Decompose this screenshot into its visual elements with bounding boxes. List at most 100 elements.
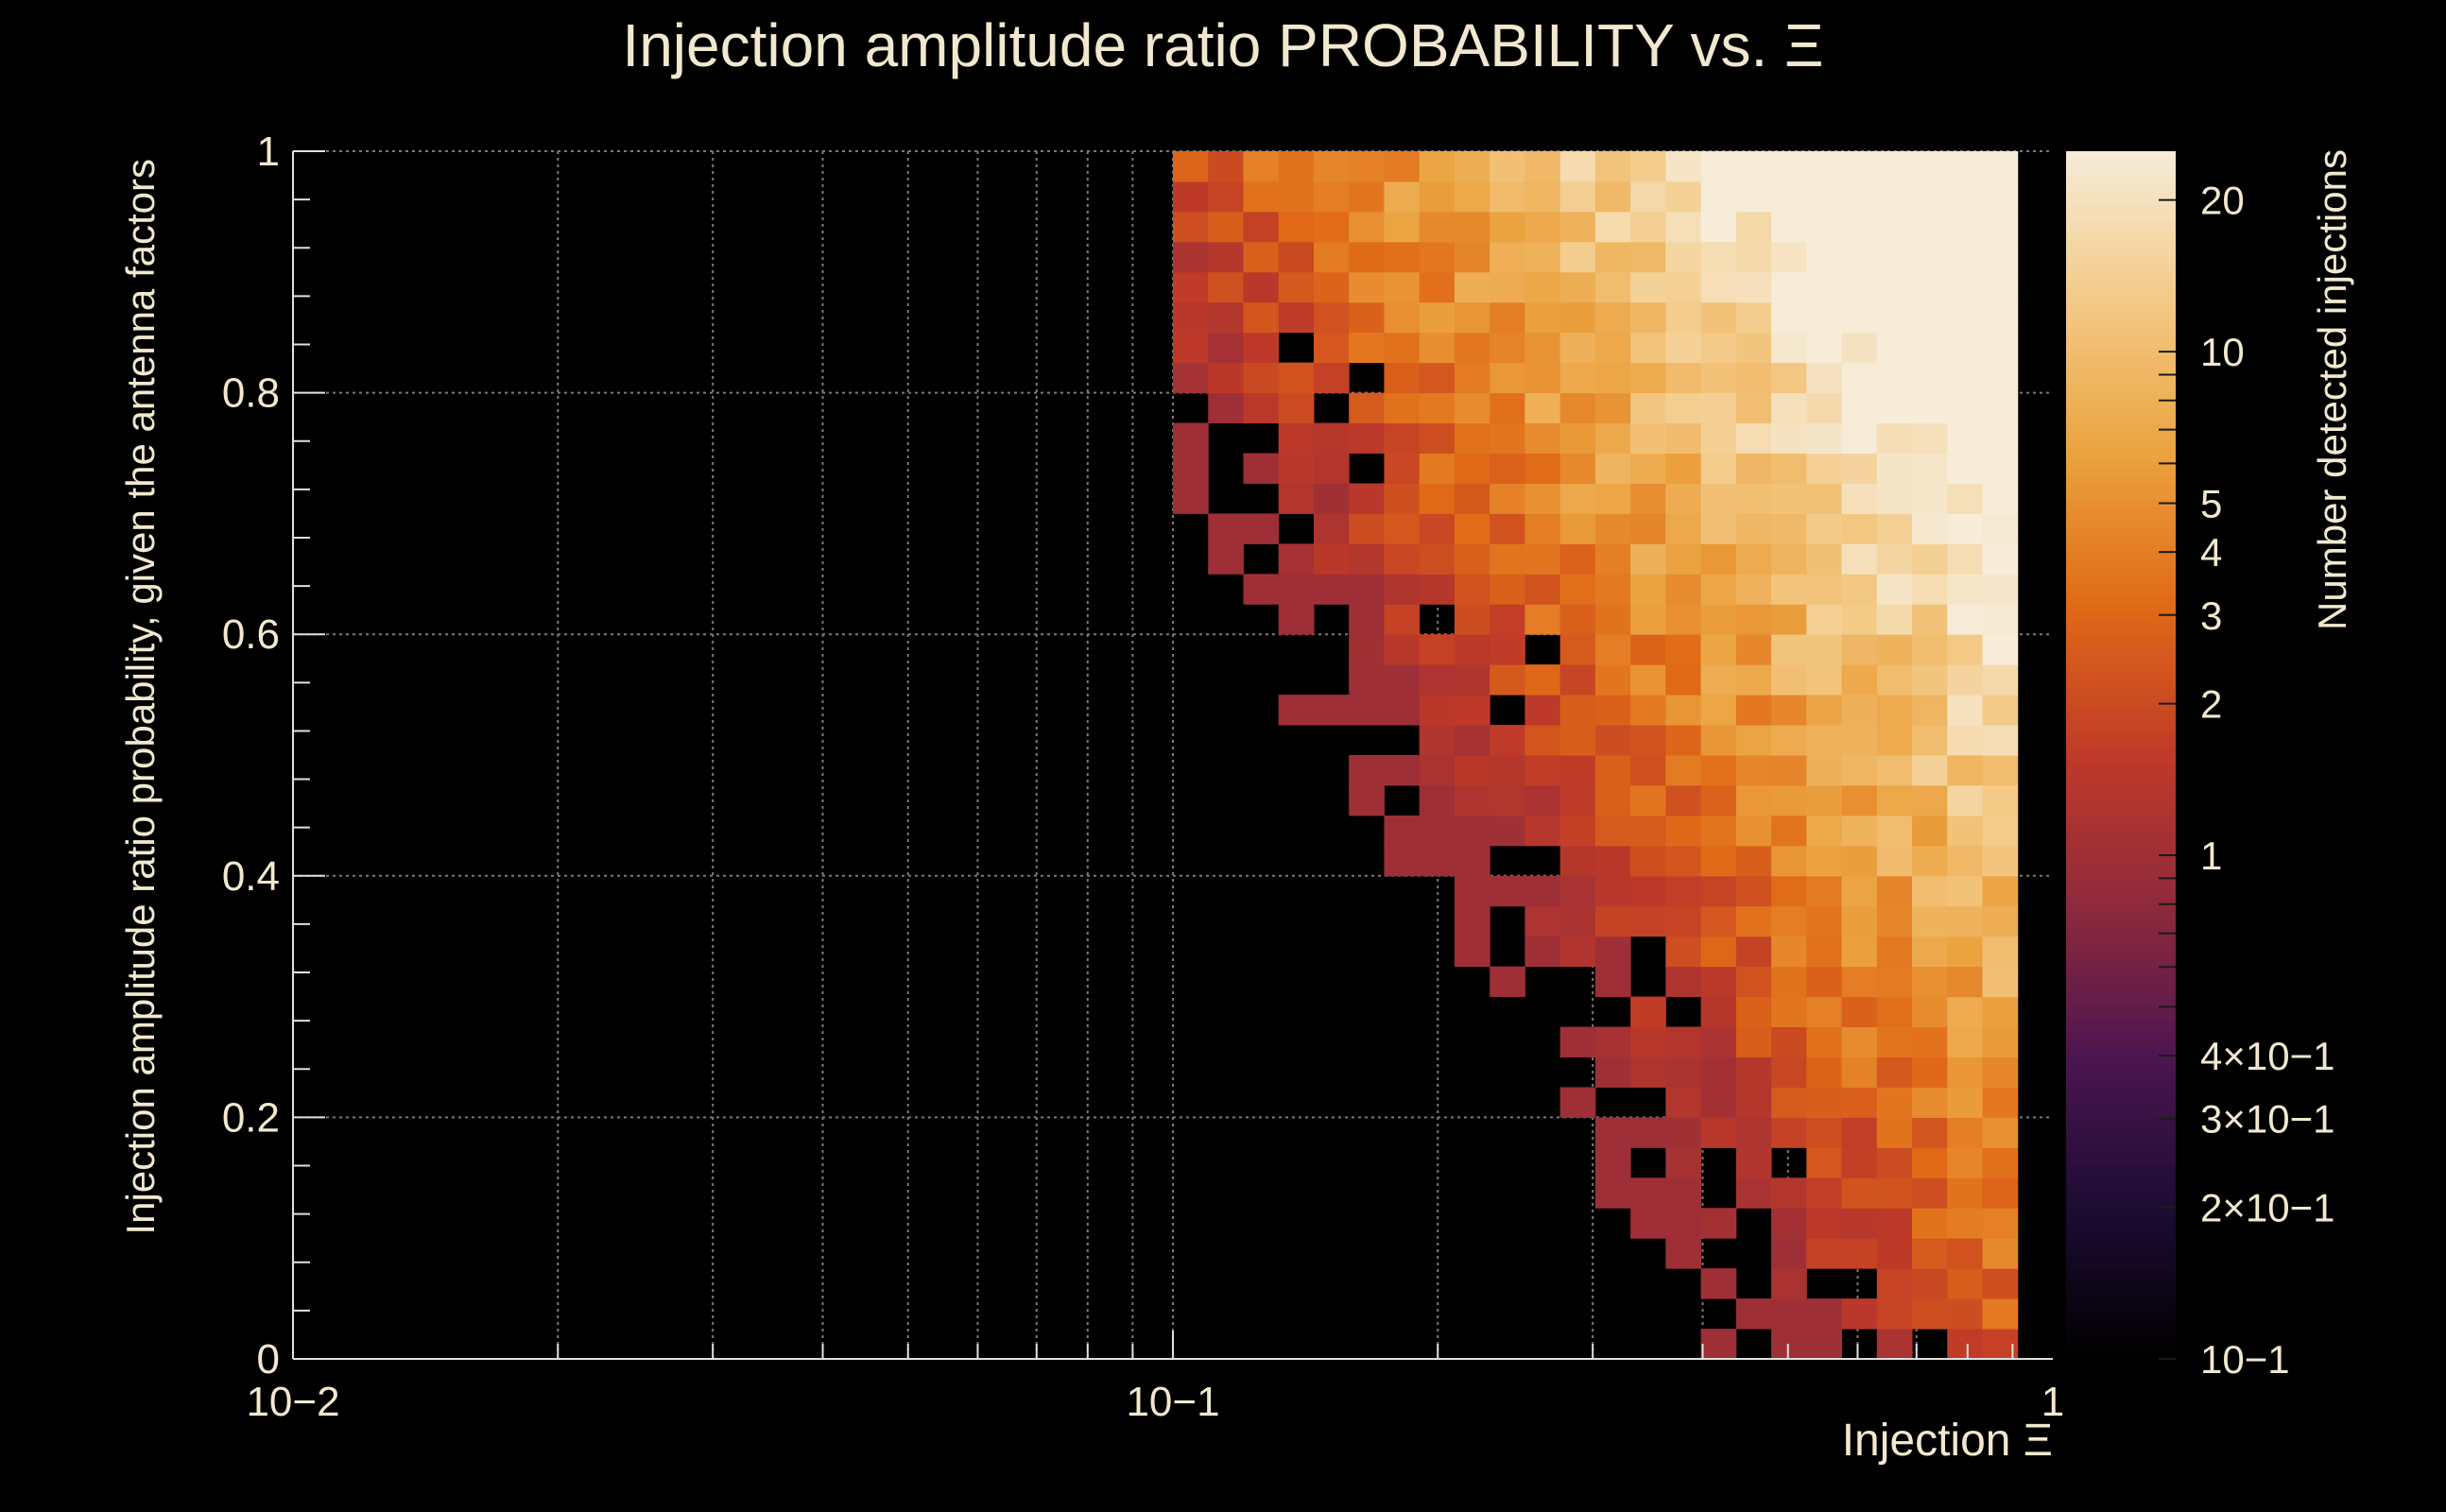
heatmap-cell <box>1876 936 1913 968</box>
heatmap-cell <box>1384 664 1421 696</box>
heatmap-cell <box>1876 151 1913 182</box>
heatmap-cell <box>1208 151 1244 182</box>
heatmap-cell <box>1700 1057 1737 1088</box>
heatmap-cell <box>1735 815 1772 847</box>
heatmap-cell <box>1806 271 1843 303</box>
heatmap-cell <box>1594 241 1631 273</box>
colorbar-segment <box>2066 1170 2176 1179</box>
heatmap-cell <box>1419 574 1456 605</box>
heatmap-cell <box>1841 1208 1878 1239</box>
heatmap-cell <box>1806 966 1843 998</box>
heatmap-cell <box>1524 695 1561 726</box>
heatmap-cell <box>1700 634 1737 665</box>
heatmap-cell <box>1594 875 1631 907</box>
colorbar-segment <box>2066 256 2176 266</box>
heatmap-cell <box>1454 301 1490 334</box>
heatmap-cell <box>1243 453 1280 484</box>
y-tick-label: 0.8 <box>222 370 280 417</box>
heatmap-cell <box>1665 453 1702 484</box>
heatmap-cell <box>1700 241 1737 273</box>
heatmap-cell <box>1419 725 1456 756</box>
heatmap-cell <box>1384 422 1421 454</box>
heatmap-cell <box>1841 392 1878 424</box>
heatmap-cell <box>1490 241 1525 273</box>
colorbar-segment <box>2066 777 2176 786</box>
heatmap-cell <box>1419 362 1456 394</box>
heatmap-cell <box>1594 1057 1631 1088</box>
heatmap-cell <box>1771 755 1807 786</box>
heatmap-cell <box>1173 271 1209 303</box>
heatmap-cell <box>1876 1329 1913 1360</box>
heatmap-cell <box>1594 966 1631 998</box>
heatmap-cell <box>1594 453 1631 484</box>
heatmap-cell <box>1876 543 1913 575</box>
heatmap-cell <box>1735 1087 1772 1118</box>
heatmap-cell <box>1490 392 1525 424</box>
heatmap-cell <box>1771 1329 1807 1360</box>
heatmap-cell <box>1735 996 1772 1028</box>
heatmap-cell <box>1173 151 1209 182</box>
heatmap-cell <box>1349 784 1385 816</box>
heatmap-cell <box>1559 634 1596 665</box>
heatmap-cell <box>1419 513 1456 544</box>
heatmap-cell <box>1524 362 1561 394</box>
colorbar-segment <box>2066 317 2176 326</box>
heatmap-cell <box>1876 301 1913 334</box>
heatmap-cell <box>1665 180 1702 213</box>
heatmap-cell <box>1454 543 1490 575</box>
heatmap-cell <box>1490 271 1525 303</box>
heatmap-cell <box>1490 815 1525 847</box>
colorbar-segment <box>2066 890 2176 900</box>
heatmap-cell <box>1490 151 1525 182</box>
heatmap-cell <box>1912 845 1948 877</box>
heatmap-cell <box>1243 513 1280 544</box>
heatmap-cell <box>1454 151 1490 182</box>
colorbar-segment <box>2066 151 2176 160</box>
heatmap-cell <box>1594 180 1631 213</box>
heatmap-cell <box>1313 543 1350 575</box>
heatmap-cell <box>1630 301 1666 334</box>
heatmap-cell <box>1947 1026 1984 1057</box>
heatmap-cell <box>1771 664 1807 696</box>
colorbar-segment <box>2066 1351 2176 1360</box>
colorbar-segment <box>2066 747 2176 756</box>
heatmap-cell <box>1841 301 1878 334</box>
colorbar-segment <box>2066 1072 2176 1081</box>
heatmap-cell <box>1841 513 1878 544</box>
heatmap-cell <box>1665 664 1702 696</box>
heatmap-cell <box>1735 664 1772 696</box>
heatmap-cell <box>1419 784 1456 816</box>
heatmap-cell <box>1665 966 1702 998</box>
heatmap-cell <box>1419 392 1456 424</box>
heatmap-cell <box>1454 845 1490 877</box>
heatmap-cell <box>1876 1147 1913 1178</box>
heatmap-cell <box>1559 301 1596 334</box>
heatmap-cell <box>1806 1117 1843 1148</box>
colorbar-segment <box>2066 324 2176 334</box>
heatmap-cell <box>1630 241 1666 273</box>
heatmap-cell <box>1243 211 1280 243</box>
colorbar-segment <box>2066 543 2176 553</box>
colorbar-segment <box>2066 369 2176 379</box>
heatmap-cell <box>1454 755 1490 786</box>
heatmap-cell <box>1278 271 1315 303</box>
heatmap-cell <box>1173 362 1209 394</box>
colorbar-segment <box>2066 558 2176 568</box>
colorbar-segment <box>2066 996 2176 1005</box>
heatmap-cell <box>1630 1177 1666 1209</box>
heatmap-cell <box>1947 875 1984 907</box>
colorbar-segment <box>2066 1329 2176 1337</box>
heatmap-cell <box>1243 332 1280 364</box>
heatmap-cell <box>1700 996 1737 1028</box>
heatmap-cell <box>1771 392 1807 424</box>
heatmap-cell <box>1630 151 1666 182</box>
heatmap-cell <box>1490 966 1525 998</box>
colorbar-tick-label: 2 <box>2200 682 2222 727</box>
colorbar-segment <box>2066 1132 2176 1142</box>
heatmap-cell <box>1559 241 1596 273</box>
heatmap-cell <box>1243 574 1280 605</box>
colorbar-segment <box>2066 1049 2176 1058</box>
colorbar-segment <box>2066 1026 2176 1036</box>
colorbar-segment <box>2066 1057 2176 1066</box>
colorbar-segment <box>2066 657 2176 665</box>
